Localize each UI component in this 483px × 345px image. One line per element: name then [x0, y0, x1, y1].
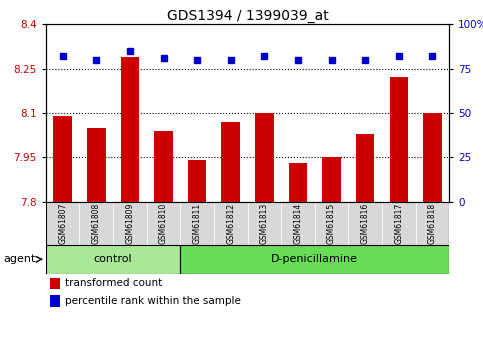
Title: GDS1394 / 1399039_at: GDS1394 / 1399039_at: [167, 9, 328, 23]
Bar: [54, 116, 72, 202]
Bar: [147, 202, 180, 245]
Bar: [50, 295, 60, 307]
Text: transformed count: transformed count: [65, 278, 162, 288]
Bar: [322, 157, 341, 202]
Bar: [248, 202, 281, 245]
Bar: [46, 202, 80, 245]
Text: GSM61812: GSM61812: [226, 203, 235, 244]
Text: GSM61816: GSM61816: [361, 203, 369, 244]
Text: GSM61813: GSM61813: [260, 203, 269, 244]
Bar: [50, 278, 60, 289]
Bar: [382, 202, 415, 245]
Text: GSM61808: GSM61808: [92, 203, 101, 244]
Text: control: control: [94, 254, 132, 264]
Bar: [180, 245, 449, 274]
Text: GSM61818: GSM61818: [428, 203, 437, 244]
Bar: [46, 245, 180, 274]
Bar: [281, 202, 315, 245]
Bar: [154, 131, 173, 202]
Text: D-penicillamine: D-penicillamine: [271, 254, 358, 264]
Bar: [415, 202, 449, 245]
Bar: [121, 57, 139, 202]
Text: GSM61809: GSM61809: [126, 203, 134, 244]
Text: GSM61815: GSM61815: [327, 203, 336, 244]
Text: percentile rank within the sample: percentile rank within the sample: [65, 296, 241, 306]
Bar: [389, 77, 408, 202]
Bar: [214, 202, 247, 245]
Text: GSM61817: GSM61817: [394, 203, 403, 244]
Bar: [423, 113, 441, 202]
Bar: [289, 163, 307, 202]
Text: agent: agent: [3, 254, 36, 264]
Bar: [356, 134, 374, 202]
Bar: [255, 113, 273, 202]
Bar: [113, 202, 147, 245]
Text: GSM61810: GSM61810: [159, 203, 168, 244]
Bar: [315, 202, 348, 245]
Bar: [348, 202, 382, 245]
Bar: [80, 202, 113, 245]
Text: GSM61807: GSM61807: [58, 203, 67, 244]
Bar: [180, 202, 214, 245]
Text: GSM61814: GSM61814: [294, 203, 302, 244]
Text: GSM61811: GSM61811: [193, 203, 201, 244]
Bar: [87, 128, 106, 202]
Bar: [222, 122, 240, 202]
Bar: [188, 160, 206, 202]
